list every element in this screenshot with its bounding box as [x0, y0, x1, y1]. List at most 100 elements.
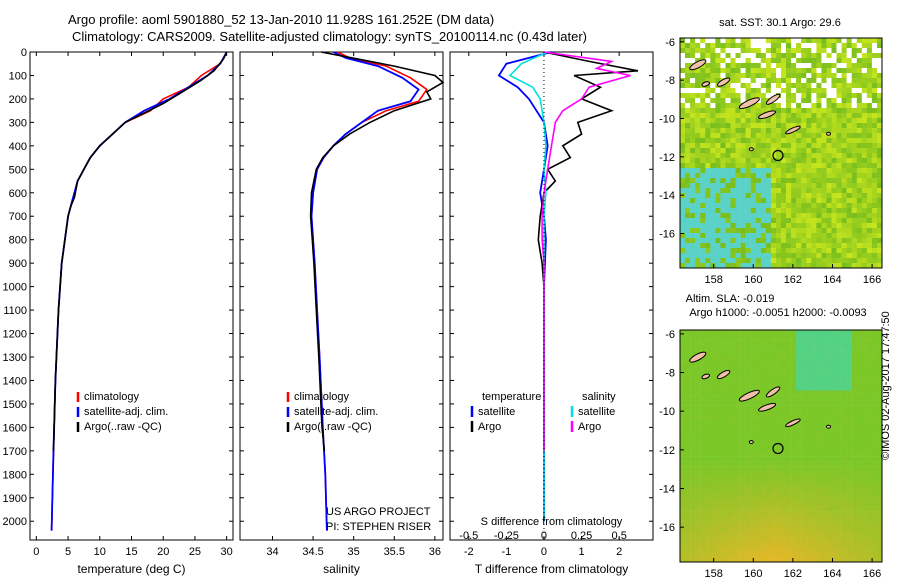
y-tick-label: 200 [9, 94, 27, 106]
panel-frame-2 [239, 51, 444, 541]
lon-tick-label: 160 [744, 274, 762, 286]
project-annotation: US ARGO PROJECT [326, 506, 431, 518]
island-outline [748, 147, 754, 152]
legend-label: Argo [578, 421, 601, 433]
y-tick-label: 1900 [3, 493, 27, 505]
x-tick-label: 20 [157, 546, 169, 558]
island-outline [701, 373, 711, 380]
x-tick-label: 2 [616, 546, 622, 558]
legend-label: satellite [478, 406, 515, 418]
island-outline [826, 424, 831, 429]
x-tick-label: 36 [429, 546, 441, 558]
legend-header: salinity [582, 391, 616, 403]
map2-title-line1: Altim. SLA: -0.019 [686, 293, 775, 305]
legend-label: climatology [294, 391, 350, 403]
legend-label: Argo(..raw -QC) [294, 421, 372, 433]
lat-tick-label: -14 [659, 484, 675, 496]
map1-title: sat. SST: 30.1 Argo: 29.6 [719, 17, 841, 29]
x-tick-label-salinity: -0.5 [459, 530, 478, 542]
map2-title-line2: Argo h1000: -0.0051 h2000: -0.0093 [689, 307, 866, 319]
map-field-2 [680, 330, 883, 563]
island-outline [826, 131, 831, 136]
map-field-1 [680, 38, 883, 269]
series-line-argo-raw-qc- [52, 51, 228, 451]
figure-title-line1: Argo profile: aoml 5901880_52 13-Jan-201… [68, 12, 495, 27]
lat-tick-label: -6 [665, 37, 675, 49]
series-line-climatology [50, 51, 228, 531]
y-tick-label: 1500 [3, 399, 27, 411]
legend-label: Argo [478, 421, 501, 433]
legend-label: Argo(..raw -QC) [84, 421, 162, 433]
figure-title-line2: Climatology: CARS2009. Satellite-adjuste… [72, 29, 587, 44]
lon-tick-label: 164 [823, 568, 841, 580]
lon-tick-label: 166 [863, 568, 881, 580]
x-tick-label: 10 [94, 546, 106, 558]
x-tick-label: 0 [541, 546, 547, 558]
y-tick-label: 100 [9, 70, 27, 82]
legend-label: satellite-adj. clim. [84, 406, 168, 418]
series-line-satellite-adj-clim- [50, 51, 228, 531]
lat-tick-label: -16 [659, 522, 675, 534]
island-outline [738, 97, 760, 110]
map-frame-2 [679, 329, 883, 563]
island-outline [765, 93, 781, 105]
lat-tick-label: -8 [665, 75, 675, 87]
island-outline [716, 77, 731, 87]
y-tick-label: 1700 [3, 446, 27, 458]
panel-frame-1 [29, 51, 234, 541]
x-axis-label: temperature (deg C) [77, 562, 185, 576]
legend-label: satellite-adj. clim. [294, 406, 378, 418]
lon-tick-label: 158 [704, 568, 722, 580]
y-tick-label: 500 [9, 164, 27, 176]
island-outline [785, 418, 801, 428]
island-outline [689, 351, 707, 363]
lat-tick-label: -8 [665, 368, 675, 380]
y-tick-label: 1600 [3, 422, 27, 434]
x-tick-label: 30 [221, 546, 233, 558]
x-tick-label: -2 [464, 546, 474, 558]
y-tick-label: 1400 [3, 375, 27, 387]
x-tick-label: 35.5 [384, 546, 405, 558]
y-tick-label: 0 [21, 47, 27, 59]
series-line-climatology [310, 51, 428, 531]
argo-location-marker [772, 149, 784, 162]
lat-tick-label: -16 [659, 229, 675, 241]
island-outline [716, 369, 731, 380]
panel-frame-3 [449, 51, 654, 541]
y-tick-label: 1800 [3, 469, 27, 481]
y-tick-label: 1300 [3, 352, 27, 364]
series-line-argo [537, 51, 639, 451]
lon-tick-label: 162 [784, 568, 802, 580]
x-tick-label-salinity: 0.25 [571, 530, 592, 542]
y-tick-label: 1000 [3, 282, 27, 294]
y-tick-label: 2000 [3, 516, 27, 528]
legend-header: temperature [482, 391, 541, 403]
legend-label: climatology [84, 391, 140, 403]
map-frame-1 [679, 37, 883, 269]
y-tick-label: 300 [9, 117, 27, 129]
copyright-stamp: ©IMOS 02-Aug-2017 17:47:50 [880, 311, 892, 460]
x-tick-label: -1 [501, 546, 511, 558]
island-outline [758, 110, 777, 120]
y-tick-label: 600 [9, 188, 27, 200]
lat-tick-label: -6 [665, 329, 675, 341]
y-tick-label: 800 [9, 235, 27, 247]
series-line-argo-raw-qc- [309, 51, 445, 451]
x-tick-label: 34 [266, 546, 278, 558]
x-axis-label-salinity: S difference from climatology [481, 516, 623, 528]
lon-tick-label: 164 [823, 274, 841, 286]
lon-tick-label: 166 [863, 274, 881, 286]
x-tick-label-salinity: 0 [541, 530, 547, 542]
lon-tick-label: 158 [704, 274, 722, 286]
x-tick-label: 0 [33, 546, 39, 558]
lat-tick-label: -12 [659, 445, 675, 457]
y-tick-label: 1100 [3, 305, 27, 317]
island-outline [765, 386, 781, 398]
x-tick-label-salinity: 0.5 [612, 530, 627, 542]
series-line-satellite [508, 51, 549, 522]
y-tick-label: 1200 [3, 329, 27, 341]
series-line-satellite-adj-clim- [310, 51, 420, 531]
x-tick-label-salinity: -0.25 [494, 530, 519, 542]
lon-tick-label: 162 [784, 274, 802, 286]
